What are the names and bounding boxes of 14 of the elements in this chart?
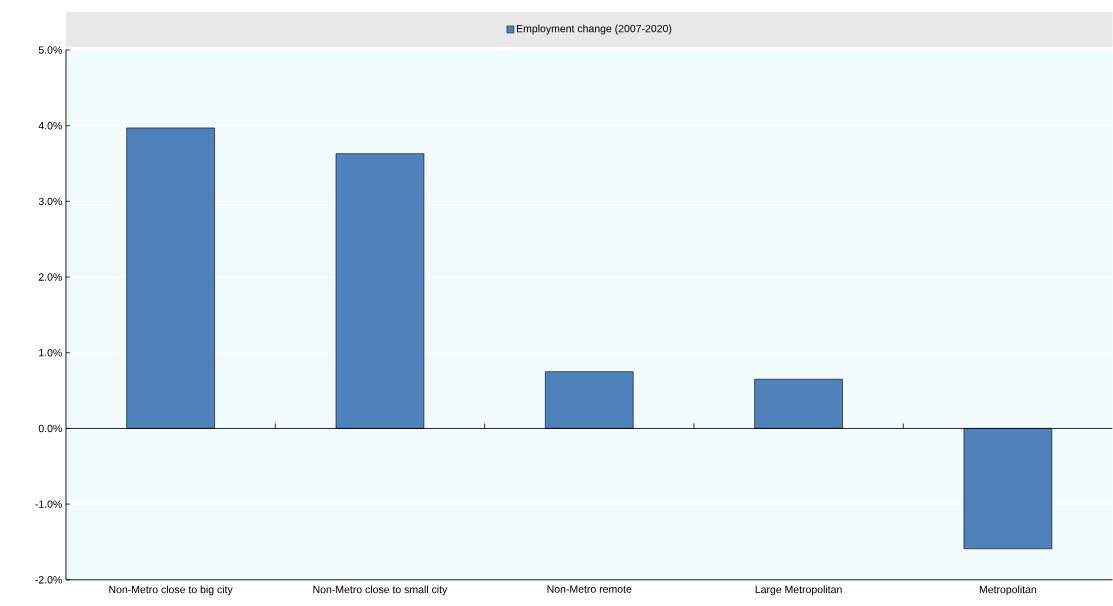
x-tick-label: Non-Metro close to big city (109, 585, 233, 596)
y-tick-label: 2.0% (38, 273, 62, 281)
y-tick-label: -1.0% (35, 500, 62, 508)
y-tick-label: 1.0% (39, 349, 62, 357)
x-tick-label: Non-Metro close to small city (313, 585, 448, 596)
y-tick-label: 4.0% (38, 122, 62, 130)
x-tick-label: Non-Metro remote (547, 585, 632, 593)
x-tick-label: Metropolitan (979, 585, 1037, 596)
y-tick-label: -2.0% (35, 576, 62, 584)
y-tick-label: 0.0% (38, 424, 62, 433)
y-tick-label: 5.0% (38, 46, 62, 54)
legend-label: Employment change (2007-2020) (517, 24, 672, 35)
x-tick-label: Large Metropolitan (755, 585, 842, 596)
y-tick-label: 3.0% (38, 197, 62, 206)
